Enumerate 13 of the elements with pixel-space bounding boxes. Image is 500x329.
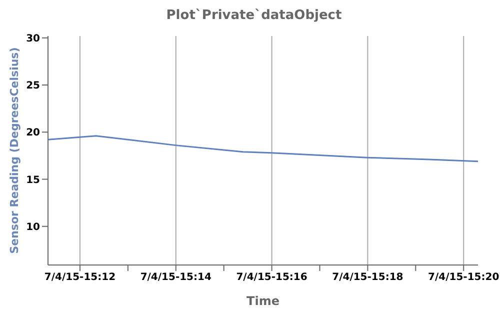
x-tick-label: 7/4/15-15:20 [428,272,500,284]
chart-title: Plot`Private`dataObject [165,8,343,25]
y-tick-label: 15 [26,174,40,186]
y-tick-label: 30 [26,33,40,44]
y-axis-title: Sensor Reading (DegreesCelsius) [8,47,21,254]
x-tick-label: 7/4/15-15:18 [332,272,404,284]
y-tick-label: 10 [26,222,40,233]
x-tick-label: 7/4/15-15:14 [140,272,212,284]
x-tick-label: 7/4/15-15:16 [236,272,308,284]
y-tick-label: 20 [26,128,40,139]
y-tick-label: 25 [26,80,40,92]
x-axis-title: Time [246,294,280,308]
x-tick-label: 7/4/15-15:12 [44,272,116,284]
